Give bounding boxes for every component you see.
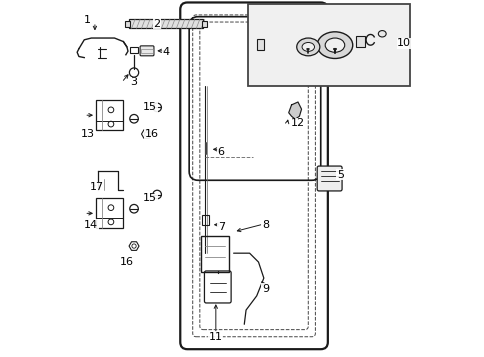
Bar: [96, 100, 122, 131]
Ellipse shape: [302, 42, 314, 51]
Text: 2: 2: [153, 19, 160, 29]
Bar: [130, 47, 138, 53]
Bar: [256, 39, 263, 50]
Ellipse shape: [378, 31, 385, 37]
Text: 16: 16: [120, 257, 134, 267]
Text: 13: 13: [81, 129, 94, 139]
Text: 15: 15: [143, 102, 157, 112]
Ellipse shape: [324, 38, 344, 52]
Text: 1: 1: [84, 15, 91, 25]
Polygon shape: [288, 102, 301, 119]
Bar: [96, 198, 122, 228]
Ellipse shape: [317, 32, 352, 59]
Text: 15: 15: [143, 193, 157, 203]
Bar: [128, 19, 203, 29]
Text: 3: 3: [130, 77, 137, 87]
Text: 4: 4: [162, 47, 169, 57]
Text: 5: 5: [336, 170, 343, 180]
Bar: [201, 216, 209, 225]
Text: 6: 6: [217, 147, 224, 157]
Bar: [356, 36, 364, 47]
Text: 12: 12: [290, 119, 304, 129]
Bar: [141, 49, 152, 53]
Text: 10: 10: [396, 38, 410, 48]
Text: 14: 14: [84, 220, 98, 230]
Bar: [247, 4, 409, 86]
Text: 17: 17: [90, 182, 104, 192]
Text: 16: 16: [145, 129, 158, 139]
Text: 9: 9: [261, 284, 269, 294]
Text: 7: 7: [217, 221, 224, 231]
FancyBboxPatch shape: [140, 46, 153, 56]
FancyBboxPatch shape: [317, 166, 341, 191]
Ellipse shape: [296, 38, 319, 56]
Text: 8: 8: [261, 220, 269, 230]
Bar: [201, 21, 206, 27]
Text: 11: 11: [209, 332, 222, 342]
Bar: [125, 21, 130, 27]
